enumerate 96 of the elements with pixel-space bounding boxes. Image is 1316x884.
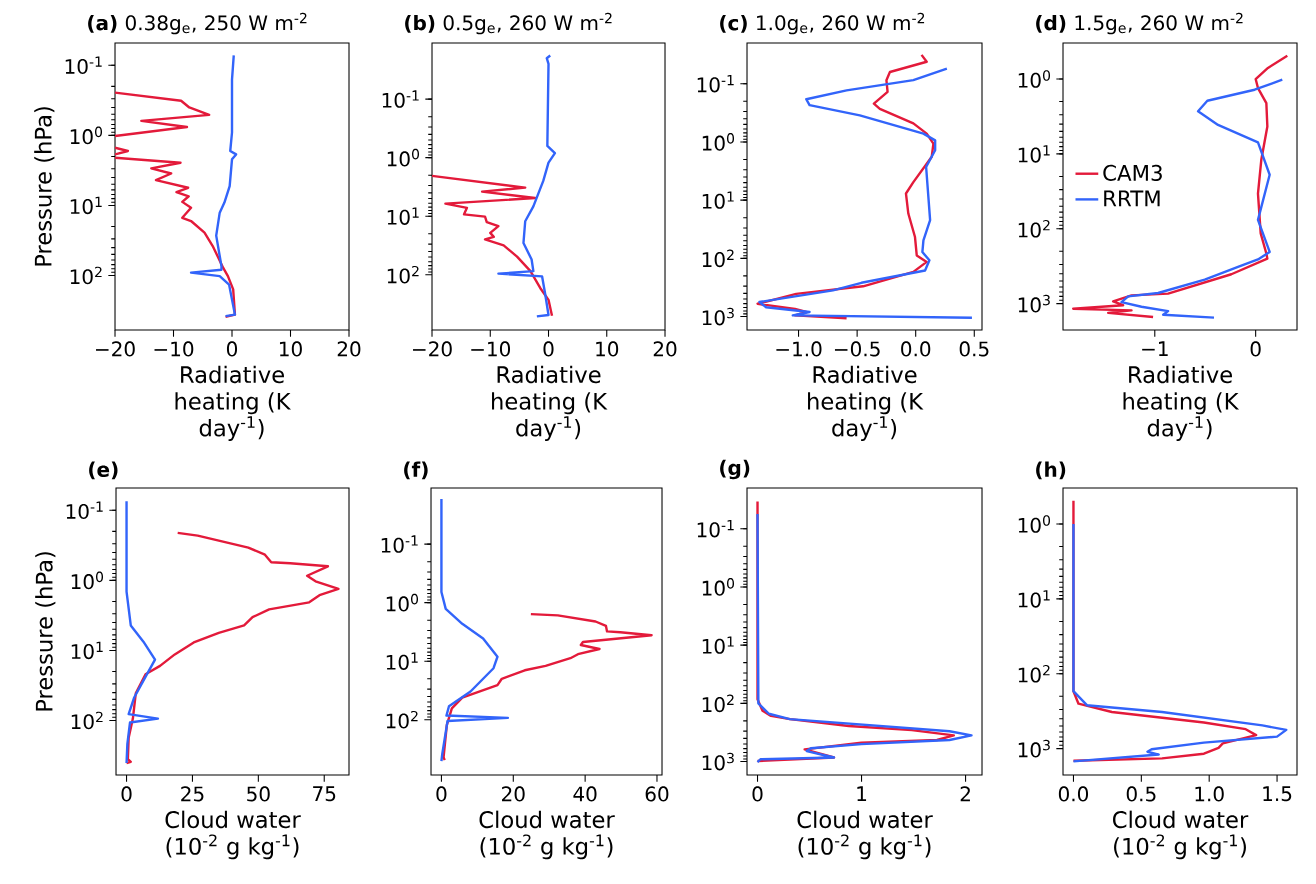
line-series — [125, 499, 160, 765]
x-tick-label: 0.0 — [901, 341, 931, 357]
y-tick-label: 10$^{2}$ — [1018, 664, 1050, 683]
y-tick-label: 10$^{2}$ — [1018, 219, 1050, 238]
y-tick-label: 10$^{0}$ — [1018, 70, 1051, 88]
x-tick-label: −20 — [413, 341, 452, 357]
x-tick-label: 0 — [226, 341, 238, 357]
y-tick-label: 10$^{2}$ — [702, 249, 734, 268]
y-tick-label: 10$^{0}$ — [1018, 515, 1051, 533]
line-series — [125, 531, 340, 765]
x-tick-label: 1 — [857, 786, 867, 801]
x-axis-title: Cloud water (10$^{-2}$ g kg$^{-1}$) — [165, 810, 301, 860]
y-tick-label: 10$^{1}$ — [702, 191, 734, 209]
y-tick-label: 10$^{-1}$ — [381, 535, 418, 553]
x-axis-title: Cloud water (10$^{-2}$ g kg$^{-1}$) — [797, 810, 933, 860]
y-tick-label: 10$^{0}$ — [387, 148, 420, 167]
x-tick-label: 0 — [543, 341, 554, 357]
y-tick-label: 10$^{1}$ — [1018, 145, 1050, 163]
x-axis-title: Radiative heating (K day$^{-1}$) — [1123, 365, 1240, 441]
y-tick-label: 10$^{0}$ — [71, 571, 104, 590]
y-tick-label: 10$^{3}$ — [1018, 739, 1050, 758]
y-tick-label: 10$^{-1}$ — [65, 56, 102, 75]
legend-label: CAM3 — [1103, 164, 1162, 181]
x-axis-title: Radiative heating (K day$^{-1}$) — [808, 365, 924, 441]
line-series — [440, 497, 510, 763]
y-tick-label: 10$^{3}$ — [702, 307, 734, 326]
x-tick-label: 20 — [502, 786, 525, 802]
y-tick-label: 10$^{1}$ — [1018, 590, 1050, 608]
line-series — [497, 54, 557, 318]
x-axis-title: Cloud water (10$^{-2}$ g kg$^{-1}$) — [479, 810, 615, 860]
x-tick-label: 20 — [337, 341, 361, 357]
y-tick-label: 10$^{1}$ — [702, 636, 734, 654]
x-tick-label: 25 — [181, 786, 204, 802]
line-series — [189, 54, 238, 318]
x-tick-label: −20 — [96, 341, 135, 357]
x-tick-label: 75 — [313, 786, 336, 802]
y-tick-label: 10$^{-1}$ — [697, 519, 734, 538]
y-tick-label: 10$^{2}$ — [702, 694, 734, 713]
line-series — [442, 612, 653, 762]
y-tick-label: 10$^{0}$ — [702, 578, 735, 596]
x-tick-label: 0 — [121, 786, 132, 802]
x-tick-label: 0 — [436, 786, 447, 802]
chart-title: (g) — [720, 459, 750, 480]
x-tick-label: 2 — [960, 786, 970, 802]
x-tick-label: 40 — [573, 786, 597, 802]
y-tick-label: 10$^{2}$ — [71, 711, 103, 730]
y-tick-label: 10$^{1}$ — [387, 207, 419, 225]
y-tick-label: 10$^{1}$ — [71, 641, 103, 660]
y-tick-label: 10$^{2}$ — [387, 265, 419, 284]
chart-title: (d) 1.5g$_{e}$, 260 W m$^{-2}$ — [1036, 12, 1243, 35]
x-tick-label: 50 — [247, 786, 270, 802]
y-tick-label: 10$^{-1}$ — [66, 501, 103, 520]
x-tick-label: 0.5 — [1126, 786, 1156, 802]
y-tick-label: 10$^{0}$ — [386, 593, 419, 612]
x-tick-label: 60 — [645, 786, 669, 802]
x-tick-label: 1.5 — [1263, 786, 1292, 802]
line-series — [1072, 522, 1288, 763]
chart-title: (f) — [404, 461, 428, 480]
line-series — [758, 67, 974, 320]
y-tick-label: 10$^{2}$ — [70, 266, 102, 285]
chart-title: (h) — [1036, 461, 1066, 480]
y-tick-label: 10$^{3}$ — [702, 752, 734, 771]
x-tick-label: 20 — [653, 341, 677, 357]
y-tick-label: 10$^{3}$ — [1018, 294, 1050, 313]
x-tick-label: 0 — [752, 786, 763, 802]
x-tick-label: 0 — [1250, 341, 1261, 357]
y-axis-title: Pressure (hPa) — [35, 552, 56, 711]
x-tick-label: −10 — [471, 341, 511, 357]
y-tick-label: 10$^{1}$ — [386, 652, 418, 670]
x-axis-title: Radiative heating (K day$^{-1}$) — [175, 365, 292, 441]
x-tick-label: −1 — [1142, 341, 1168, 356]
x-axis-title: Cloud water (10$^{-2}$ g kg$^{-1}$) — [1113, 810, 1249, 860]
chart-title: (e) — [89, 461, 118, 480]
chart-title: (c) 1.0g$_{e}$, 260 W m$^{-2}$ — [720, 12, 925, 35]
chart-title: (a) 0.38g$_{e}$, 250 W m$^{-2}$ — [88, 12, 307, 35]
x-axis-title: Radiative heating (K day$^{-1}$) — [492, 365, 608, 441]
y-tick-label: 10$^{0}$ — [702, 133, 735, 151]
y-tick-label: 10$^{0}$ — [70, 126, 103, 145]
x-tick-label: 1.0 — [1195, 786, 1224, 802]
y-tick-label: 10$^{-1}$ — [382, 90, 419, 108]
y-axis-title: Pressure (hPa) — [34, 107, 55, 266]
x-tick-label: 0.0 — [1058, 786, 1089, 802]
line-series — [756, 53, 935, 320]
x-tick-label: 10 — [279, 341, 302, 357]
line-series — [1072, 54, 1289, 319]
y-tick-label: 10$^{1}$ — [70, 196, 102, 215]
x-tick-label: −0.5 — [834, 341, 880, 357]
x-tick-label: 10 — [596, 341, 619, 357]
x-tick-label: −1.0 — [776, 341, 822, 357]
x-tick-label: 0.5 — [959, 341, 989, 357]
line-series — [432, 174, 554, 317]
legend-label: RRTM — [1104, 190, 1160, 207]
chart-title: (b) 0.5g$_{e}$, 260 W m$^{-2}$ — [405, 12, 612, 35]
y-tick-label: 10$^{2}$ — [386, 710, 418, 729]
y-tick-label: 10$^{-1}$ — [697, 74, 734, 93]
x-tick-label: −10 — [154, 341, 194, 357]
